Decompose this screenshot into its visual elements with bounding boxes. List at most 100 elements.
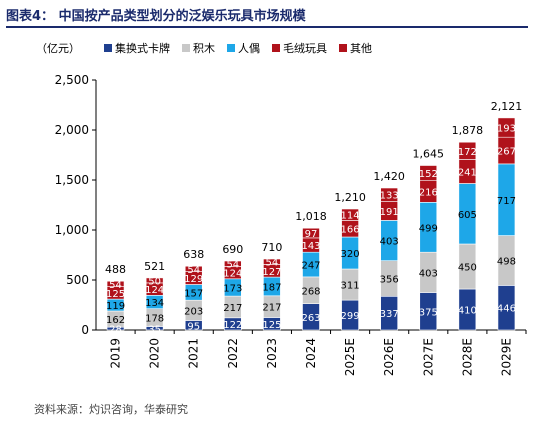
total-label: 2,121 (491, 100, 523, 113)
bar-segment (106, 280, 125, 287)
segment-label: 162 (106, 315, 125, 326)
source-note: 资料来源：灼识咨询，华泰研究 (34, 403, 188, 416)
segment-label: 203 (184, 306, 203, 317)
segment-label: 134 (145, 298, 164, 309)
bar-segment (380, 187, 398, 202)
bar-segment (458, 141, 477, 160)
segment-label: 498 (497, 257, 516, 268)
segment-label: 54 (266, 258, 279, 269)
legend-swatch-4 (339, 44, 347, 52)
segment-label: 337 (380, 309, 399, 320)
bar-segment (341, 208, 359, 221)
bar-segment (184, 265, 203, 272)
legend-swatch-2 (227, 44, 235, 52)
segment-label: 375 (419, 307, 438, 318)
x-tick-label: 2026E (382, 338, 396, 376)
bar-segment (145, 277, 164, 284)
total-label: 521 (144, 260, 165, 273)
x-tick-label: 2028E (460, 338, 474, 376)
segment-label: 119 (106, 301, 125, 312)
stacked-bar-chart: （亿元） 集换式卡牌 积木 人偶 毛绒玩具 其他 0 500 1,000 1,500 2,000 2… (36, 41, 527, 376)
segment-label: 299 (341, 311, 360, 322)
total-label: 710 (261, 241, 282, 254)
segment-label: 28 (109, 325, 122, 336)
bar-segment (224, 260, 242, 267)
legend-label-2: 人偶 (238, 42, 260, 55)
segment-label: 320 (341, 249, 360, 260)
segment-label: 54 (109, 280, 122, 291)
segment-label: 173 (223, 283, 242, 294)
segment-label: 54 (226, 260, 239, 271)
y-tick-label: 2,000 (55, 123, 89, 137)
segment-label: 410 (458, 306, 477, 317)
segment-label: 450 (458, 263, 477, 274)
x-tick-label: 2019 (109, 338, 123, 369)
x-tick-label: 2024 (304, 338, 318, 369)
legend: （亿元） 集换式卡牌 积木 人偶 毛绒玩具 其他 (36, 41, 372, 55)
segment-label: 95 (187, 321, 200, 332)
segment-label: 127 (262, 267, 281, 278)
y-tick-label: 0 (81, 323, 89, 337)
segment-label: 311 (341, 281, 360, 292)
chart-labels: 2816211912554488351781341245052195203157… (105, 100, 522, 336)
segment-label: 97 (305, 229, 318, 240)
segment-label: 125 (262, 320, 281, 331)
x-tick-label: 2025E (343, 338, 357, 376)
chart-bars (106, 117, 516, 331)
total-label: 1,645 (413, 148, 445, 161)
segment-label: 133 (380, 191, 399, 202)
segment-label: 403 (419, 268, 438, 279)
x-tick-label: 2020 (148, 338, 162, 369)
unit-label: （亿元） (36, 42, 80, 55)
segment-label: 172 (458, 147, 477, 158)
segment-label: 157 (184, 288, 203, 299)
segment-label: 122 (223, 320, 242, 331)
segment-label: 54 (187, 265, 200, 276)
title-underline (6, 26, 528, 28)
y-tick-label: 500 (66, 273, 89, 287)
chart-axes: 0 500 1,000 1,500 2,000 2,500 2019 2020 2021 2022… (55, 73, 527, 376)
total-label: 488 (105, 263, 126, 276)
x-tick-label: 2029E (499, 338, 513, 376)
segment-label: 499 (419, 223, 438, 234)
total-label: 1,018 (295, 210, 327, 223)
total-label: 1,210 (334, 191, 366, 204)
legend-swatch-3 (272, 44, 280, 52)
x-tick-label: 2023 (265, 338, 279, 369)
segment-label: 605 (458, 210, 477, 221)
y-tick-label: 1,000 (55, 223, 89, 237)
segment-label: 187 (262, 282, 281, 293)
segment-label: 143 (301, 241, 320, 252)
total-label: 1,878 (452, 124, 484, 137)
bar-segment (419, 165, 438, 181)
segment-label: 124 (145, 285, 164, 296)
legend-swatch-1 (182, 44, 190, 52)
x-tick-label: 2027E (421, 338, 435, 376)
segment-label: 35 (148, 324, 161, 335)
segment-label: 129 (184, 274, 203, 285)
segment-label: 241 (458, 167, 477, 178)
segment-label: 50 (148, 276, 161, 287)
bar-segment (263, 258, 281, 265)
segment-label: 114 (341, 211, 360, 222)
legend-swatch-0 (104, 44, 112, 52)
legend-label-4: 其他 (350, 42, 372, 55)
segment-label: 217 (223, 303, 242, 314)
total-label: 1,420 (373, 170, 405, 183)
bar-segment (497, 117, 516, 138)
figure-title: 图表4： 中国按产品类型划分的泛娱乐玩具市场规模 (6, 9, 306, 24)
legend-label-3: 毛绒玩具 (283, 42, 327, 55)
segment-label: 267 (497, 147, 516, 158)
legend-label-0: 集换式卡牌 (115, 41, 170, 55)
segment-label: 178 (145, 314, 164, 325)
segment-label: 217 (262, 303, 281, 314)
segment-label: 124 (223, 269, 242, 280)
segment-label: 446 (497, 304, 516, 315)
segment-label: 216 (419, 188, 438, 199)
segment-label: 152 (419, 169, 438, 180)
segment-label: 191 (380, 207, 399, 218)
total-label: 638 (183, 248, 204, 261)
segment-label: 263 (301, 313, 320, 324)
segment-label: 247 (301, 261, 320, 272)
segment-label: 193 (497, 124, 516, 135)
